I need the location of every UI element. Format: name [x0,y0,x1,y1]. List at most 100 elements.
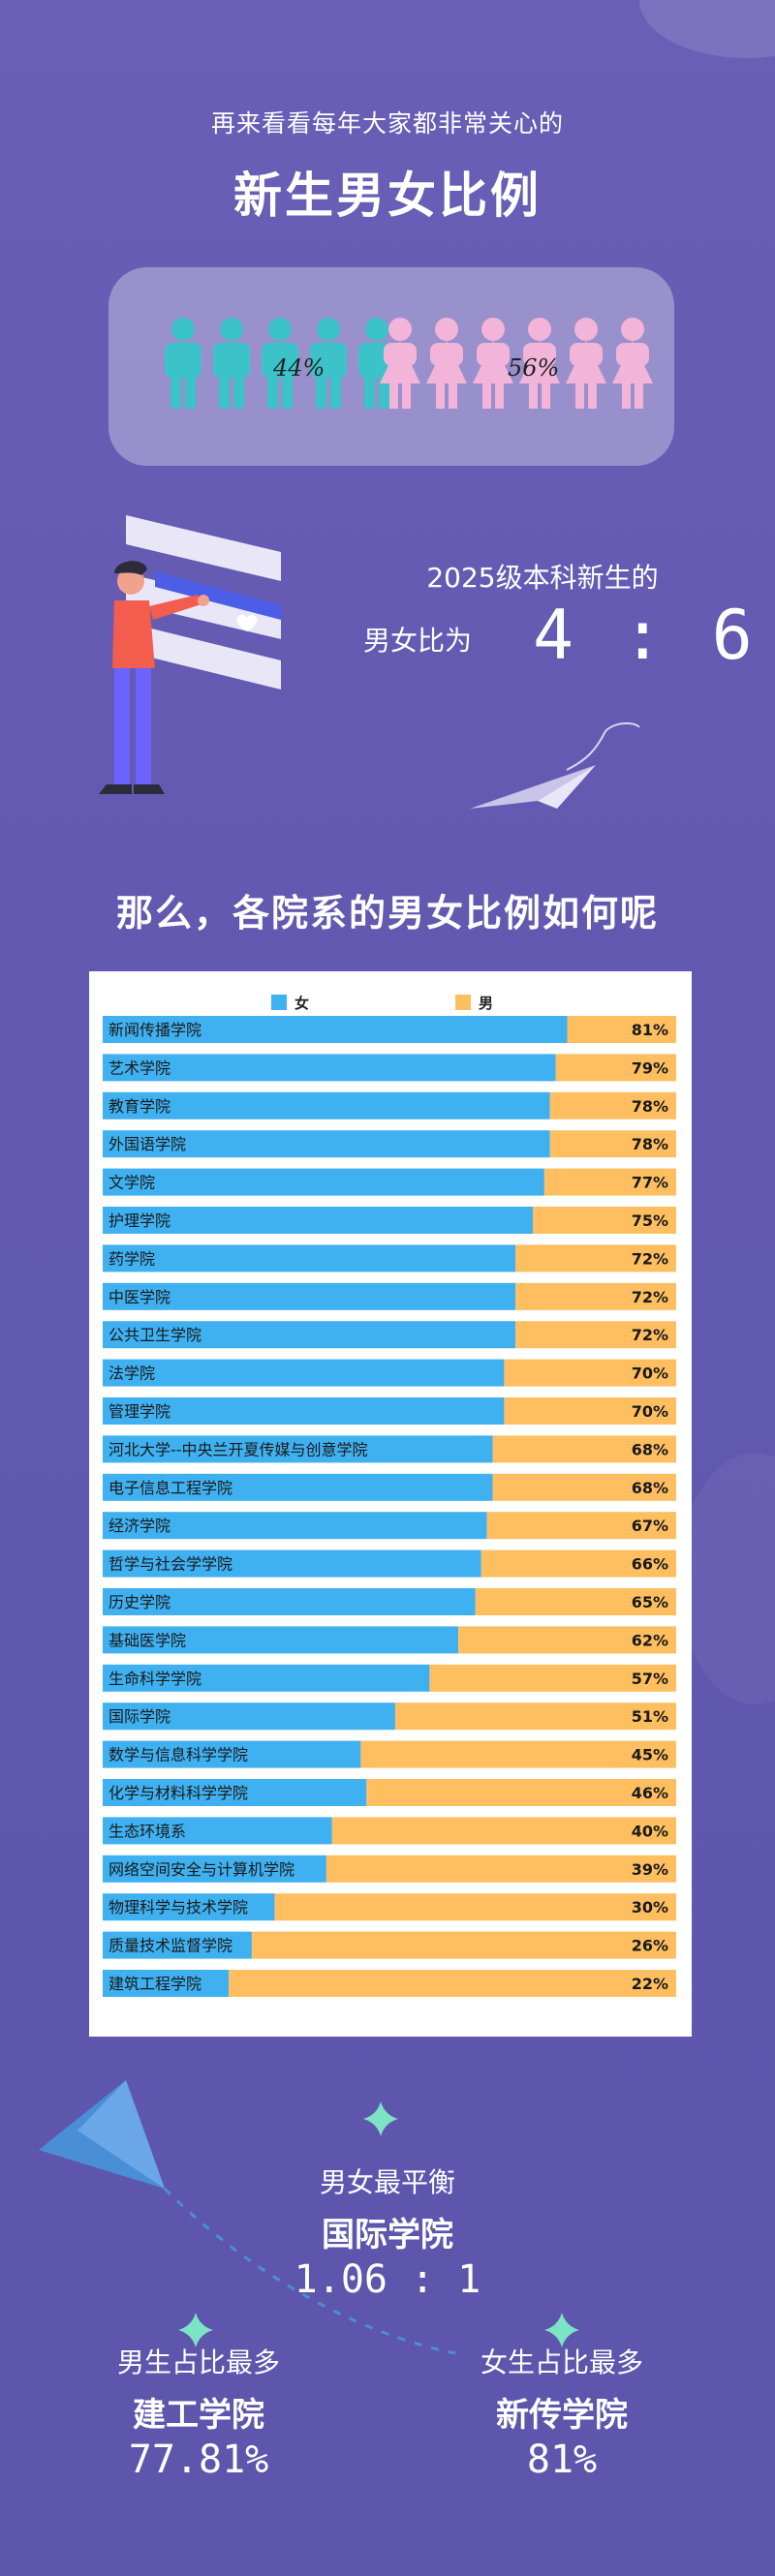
category-label: 建筑工程学院 [108,1975,202,1993]
legend-label-female: 女 [294,995,309,1012]
balanced-college: 国际学院 [322,2216,453,2254]
female-person-icon [473,318,513,409]
most-male-highlight: 男生占比最多 建工学院 77.81% [53,2342,344,2482]
bar-female [103,1168,544,1196]
category-label: 物理科学与技术学院 [108,1898,248,1917]
category-label: 电子信息工程学院 [108,1479,232,1497]
bar-male [429,1664,676,1692]
bar-female [103,1321,516,1349]
bar-female [103,1397,505,1425]
bar-male [543,1168,676,1196]
category-label: 药学院 [108,1249,155,1268]
bar-male [492,1435,676,1463]
category-label: 外国语学院 [108,1135,186,1153]
heart-icon [236,615,258,631]
bar-female [103,1588,476,1615]
bar-female [103,1130,550,1158]
data-label: 22% [632,1975,668,1993]
bar-male [274,1893,676,1921]
bar-male [549,1130,676,1158]
data-label: 30% [632,1898,668,1917]
bar-female [103,1970,230,1997]
balanced-label: 男女最平衡 [319,2166,455,2198]
female-person-icon [566,318,606,409]
bar-male [492,1473,676,1501]
bar-male [366,1779,676,1806]
legend-swatch-female [271,995,287,1010]
most-male-value: 77.81% [128,2438,269,2482]
data-label: 78% [632,1135,668,1153]
female-percent-label: 56% [508,354,560,382]
category-label: 文学院 [108,1174,155,1192]
ratio-caption-line2: 男女比为 [363,625,473,657]
bar-female [103,1931,252,1959]
data-label: 65% [632,1593,668,1611]
data-label: 68% [632,1479,668,1497]
balanced-ratio: 1.06 : 1 [294,2257,481,2302]
data-label: 70% [632,1365,668,1383]
ratio-caption-line1: 2025级本科新生的 [426,562,659,594]
bar-female [103,1664,430,1692]
sparkle-icon [363,2101,398,2136]
data-label: 72% [632,1326,668,1344]
most-female-college: 新传学院 [496,2396,628,2435]
bar-male [504,1397,676,1425]
most-female-highlight: 女生占比最多 新传学院 81% [417,2342,707,2482]
data-label: 57% [632,1670,668,1688]
bar-male [251,1931,676,1959]
bar-female [103,1779,367,1806]
bar-female [103,1855,326,1883]
category-label: 生态环境系 [108,1822,186,1840]
bar-female [103,1817,332,1845]
data-label: 66% [632,1555,668,1574]
category-label: 网络空间安全与计算机学院 [108,1860,294,1879]
background-blob-top-right [639,0,775,58]
college-gender-chart-panel: 女 男新闻传播学院 81% 艺术学院 79% 教育学院 78% 外国语学院 78% 文学院 77% 护… [89,971,692,2037]
bar-female [103,1016,568,1043]
data-label: 72% [632,1288,668,1306]
category-label: 法学院 [108,1365,155,1383]
bar-female [103,1207,533,1234]
gender-ratio-card: 44% 56% [108,267,674,466]
male-percent-label: 44% [273,354,326,382]
female-person-icon [612,318,653,409]
balanced-highlight: 男女最平衡 国际学院 1.06 : 1 [242,2162,533,2302]
sparkle-icon [178,2313,213,2347]
data-label: 77% [632,1174,668,1192]
category-label: 哲学与社会学学院 [108,1555,232,1574]
bottom-decoration [39,2080,579,2355]
bar-female [103,1626,459,1654]
bar-male [480,1549,676,1578]
most-male-label: 男生占比最多 [116,2346,280,2378]
data-label: 67% [632,1517,668,1535]
intro-text: 再来看看每年大家都非常关心的 [210,109,564,138]
most-male-college: 建工学院 [133,2396,264,2435]
bar-female [103,1702,395,1731]
bar-female [103,1244,516,1273]
bar-male [229,1970,677,1997]
bar-male [515,1244,676,1273]
bar-male [458,1626,676,1654]
category-label: 历史学院 [108,1593,170,1611]
bar-male [555,1054,676,1082]
bar-female [103,1893,275,1921]
sparkle-icon [544,2313,579,2347]
bar-female [103,1473,493,1501]
male-person-icon [213,318,250,409]
category-label: 中医学院 [108,1288,170,1306]
most-female-label: 女生占比最多 [480,2346,643,2378]
bar-male [504,1359,676,1387]
bar-female [103,1435,493,1463]
female-person-icon [426,318,467,409]
bar-male [326,1855,676,1883]
male-figures: 44% [159,316,401,422]
female-person-icon [380,318,420,409]
paper-plane-icon [470,721,640,809]
data-label: 62% [632,1631,668,1649]
category-label: 质量技术监督学院 [108,1937,232,1955]
male-person-icon [165,318,202,409]
data-label: 79% [632,1058,668,1077]
section-question: 那么，各院系的男女比例如何呢 [115,892,659,935]
male-person-icon [262,318,298,409]
data-label: 40% [632,1822,668,1840]
